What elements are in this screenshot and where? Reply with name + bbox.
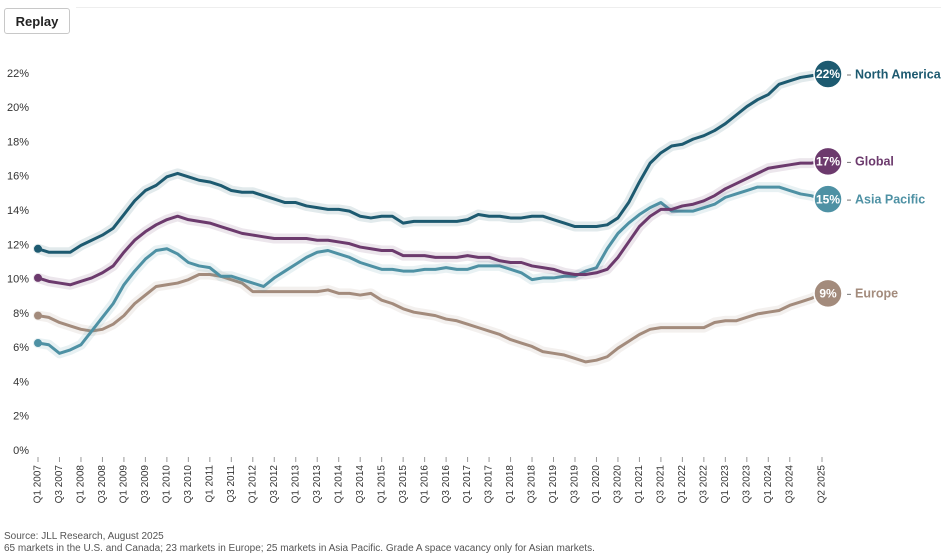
line <box>36 273 824 364</box>
x-tick-label: Q3 2020 <box>613 465 624 504</box>
series-label: North America <box>855 67 941 81</box>
value-label: 22% <box>816 67 840 81</box>
x-tick-label: Q3 2022 <box>699 465 710 504</box>
x-tick-label: Q3 2008 <box>97 465 108 504</box>
end-badge <box>813 146 843 177</box>
start-dot <box>34 311 42 320</box>
y-tick-label: 8% <box>13 308 29 320</box>
start-dot <box>34 244 42 253</box>
x-tick-label: Q3 2019 <box>570 465 581 504</box>
x-tick-label: Q1 2016 <box>419 465 430 504</box>
divider <box>76 7 941 8</box>
x-tick-label: Q3 2010 <box>183 465 194 504</box>
x-tick-label: Q1 2008 <box>76 465 87 504</box>
x-tick-label: Q3 2017 <box>484 465 495 504</box>
y-tick-label: 2% <box>13 411 29 423</box>
x-tick-label: Q1 2024 <box>763 465 774 504</box>
y-tick-label: 18% <box>7 136 29 148</box>
source-note: Source: JLL Research, August 2025 <box>4 531 164 542</box>
x-tick-label: Q1 2010 <box>162 465 173 504</box>
value-label: 9% <box>819 287 837 301</box>
x-tick-label: Q1 2013 <box>290 465 301 504</box>
x-tick-label: Q1 2018 <box>505 465 516 504</box>
y-tick-label: 12% <box>7 239 29 251</box>
x-tick-label: Q1 2022 <box>677 465 688 504</box>
x-tick-label: Q3 2014 <box>355 465 366 504</box>
x-tick-label: Q1 2015 <box>376 465 387 504</box>
x-tick-label: Q3 2024 <box>784 465 795 504</box>
x-tick-label: Q1 2007 <box>33 465 44 504</box>
x-tick-label: Q1 2014 <box>333 465 344 504</box>
chart: 0% 2% 4% 6% 8% 10% 12% 14% 16% 18% 20% 22% Q1 2007 Q3… <box>7 59 941 504</box>
series-label: Europe <box>855 287 898 301</box>
x-tick-label: Q1 2017 <box>462 465 473 504</box>
x-tick-label: Q3 2015 <box>398 465 409 504</box>
series-label: Global <box>855 155 894 169</box>
x-tick-label: Q3 2016 <box>441 465 452 504</box>
y-tick-label: 16% <box>7 171 29 183</box>
x-tick-label: Q3 2011 <box>226 465 237 503</box>
value-label: 15% <box>816 192 840 206</box>
y-tick-label: 14% <box>7 205 29 217</box>
end-badge <box>813 184 843 214</box>
y-tick-label: 22% <box>7 68 29 80</box>
x-tick-label: Q3 2023 <box>741 465 752 504</box>
start-dot <box>34 273 42 282</box>
end-badge <box>813 59 843 89</box>
line <box>36 185 824 355</box>
x-tick-label: Q3 2007 <box>54 465 65 504</box>
x-tick-label: Q1 2009 <box>119 465 130 504</box>
x-tick-label: Q1 2021 <box>634 465 645 504</box>
series-label: Asia Pacific <box>855 192 925 206</box>
y-tick-label: 20% <box>7 102 29 114</box>
end-badge <box>813 278 843 309</box>
x-tick-label: Q1 2023 <box>720 465 731 504</box>
value-label: 17% <box>816 155 840 169</box>
footnote: 65 markets in the U.S. and Canada; 23 ma… <box>4 543 595 554</box>
x-tick-label: Q1 2020 <box>591 465 602 504</box>
start-dot <box>34 339 42 348</box>
x-tick-label: Q3 2012 <box>269 465 280 504</box>
line <box>36 159 824 287</box>
y-tick-label: 4% <box>13 376 29 388</box>
x-tick-label: Q1 2019 <box>548 465 559 504</box>
x-tick-label: Q3 2009 <box>140 465 151 504</box>
x-tick-label: Q3 2021 <box>656 465 667 504</box>
y-tick-label: 10% <box>7 274 29 286</box>
x-tick-label: Q2 2025 <box>817 465 828 504</box>
x-tick-label: Q3 2018 <box>527 465 538 504</box>
x-tick-label: Q3 2013 <box>312 465 323 504</box>
x-tick-label: Q1 2011 <box>204 465 215 503</box>
line <box>36 72 824 254</box>
x-tick-label: Q1 2012 <box>247 465 258 504</box>
y-tick-label: 6% <box>13 342 29 354</box>
replay-button[interactable]: Replay <box>4 8 70 34</box>
y-tick-label: 0% <box>13 445 29 457</box>
